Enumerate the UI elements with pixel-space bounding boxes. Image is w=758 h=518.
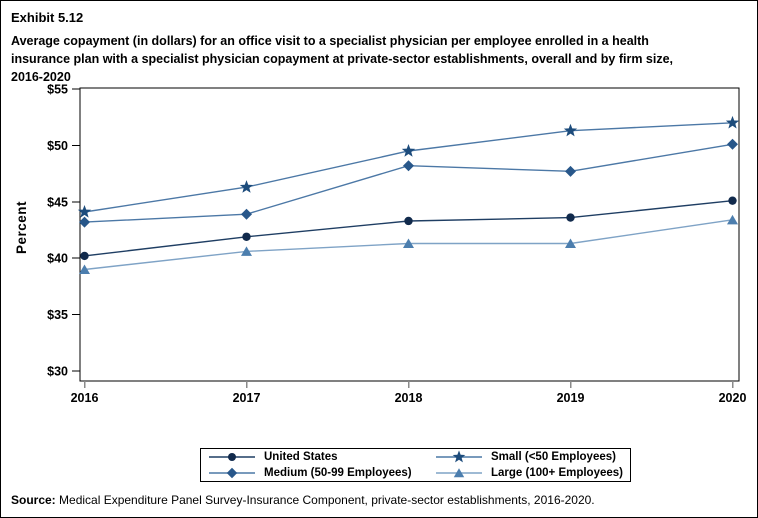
- chart-title: Average copayment (in dollars) for an of…: [11, 32, 741, 86]
- legend-triangle-marker-icon: [436, 466, 482, 480]
- svg-text:2019: 2019: [557, 391, 585, 405]
- svg-text:2018: 2018: [395, 391, 423, 405]
- legend-diamond-marker-icon: [209, 466, 255, 480]
- legend-item-united-states: United States: [209, 450, 436, 464]
- source-label: Source:: [11, 493, 56, 507]
- source-note: Source: Medical Expenditure Panel Survey…: [11, 493, 751, 507]
- exhibit-number: Exhibit 5.12: [11, 10, 84, 25]
- svg-text:$45: $45: [47, 195, 68, 209]
- chart-title-line-1: Average copayment (in dollars) for an of…: [11, 34, 649, 48]
- svg-text:$55: $55: [47, 83, 68, 97]
- legend-circle-marker-icon: [209, 450, 255, 464]
- svg-text:2016: 2016: [71, 391, 99, 405]
- chart-title-line-3: 2016-2020: [11, 70, 71, 84]
- legend-label-medium: Medium (50-99 Employees): [264, 467, 412, 479]
- chart-title-line-2: insurance plan with a specialist physici…: [11, 52, 674, 66]
- legend-label-large: Large (100+ Employees): [491, 467, 623, 479]
- line-chart: $30 $35 $40 $45 $50 $55 2016 2017 2018 2019 2020: [47, 83, 747, 406]
- legend-label-united-states: United States: [264, 451, 338, 463]
- svg-text:$40: $40: [47, 252, 68, 266]
- svg-text:$35: $35: [47, 308, 68, 322]
- legend-item-medium: Medium (50-99 Employees): [209, 466, 436, 480]
- legend-item-large: Large (100+ Employees): [436, 466, 624, 480]
- legend: United States Small (<50 Employees) Medi…: [200, 448, 631, 482]
- svg-text:$30: $30: [47, 365, 68, 379]
- source-text: Medical Expenditure Panel Survey-Insuran…: [55, 493, 595, 507]
- svg-text:2017: 2017: [233, 391, 261, 405]
- svg-text:2020: 2020: [719, 391, 747, 405]
- legend-item-small: Small (<50 Employees): [436, 450, 624, 464]
- svg-text:$50: $50: [47, 139, 68, 153]
- legend-star-marker-icon: [436, 450, 482, 464]
- legend-label-small: Small (<50 Employees): [491, 451, 616, 463]
